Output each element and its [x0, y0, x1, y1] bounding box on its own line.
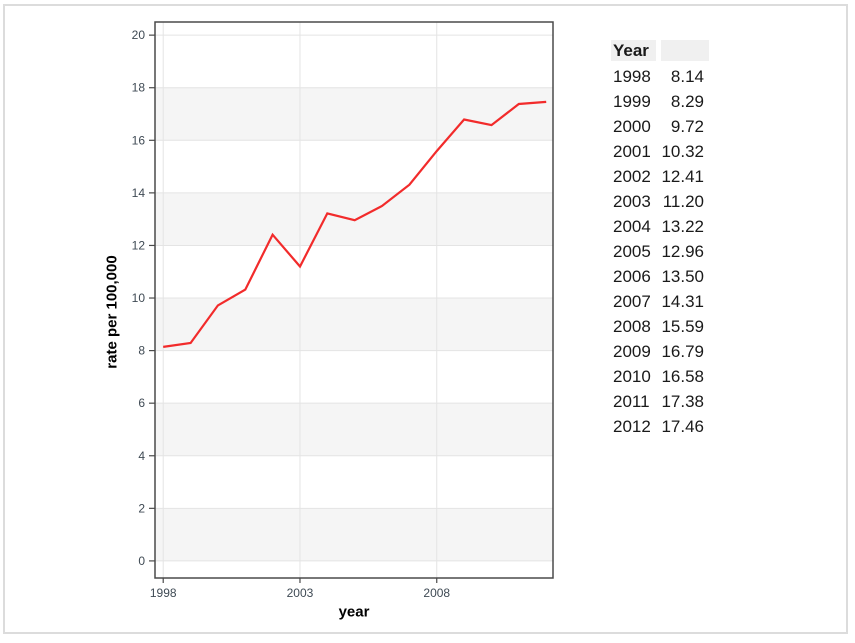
value-cell: 13.22	[661, 217, 704, 236]
table-header-value	[661, 40, 709, 61]
year-cell: 1999	[613, 92, 651, 111]
x-tick-label: 2003	[287, 586, 314, 600]
value-cell: 15.59	[661, 317, 704, 336]
year-cell: 2001	[613, 142, 651, 161]
year-cell: 2011	[613, 392, 650, 411]
y-tick-label: 0	[138, 554, 145, 568]
year-cell: 2008	[613, 317, 651, 336]
year-cell: 2010	[613, 367, 651, 386]
year-cell: 2003	[613, 192, 651, 211]
value-cell: 16.79	[661, 342, 704, 361]
table-row: 2012 17.46	[611, 414, 709, 439]
y-tick-label: 6	[138, 396, 145, 410]
y-tick-label: 10	[132, 291, 146, 305]
shaded-band	[155, 508, 553, 561]
year-cell: 2007	[613, 292, 651, 311]
table-row: 2005 12.96	[611, 239, 709, 264]
year-cell: 2005	[613, 242, 651, 261]
year-cell: 2006	[613, 267, 651, 286]
value-cell: 9.72	[670, 117, 704, 136]
x-tick-label: 2008	[423, 586, 450, 600]
table-row: 2003 11.20	[611, 189, 709, 214]
table-row: 1999 8.29	[611, 89, 709, 114]
table-row: 2007 14.31	[611, 289, 709, 314]
year-cell: 2004	[613, 217, 651, 236]
table-row: 2000 9.72	[611, 114, 709, 139]
page-border-frame	[3, 4, 848, 634]
y-tick-label: 16	[132, 133, 146, 147]
year-cell: 2012	[613, 417, 651, 436]
shaded-band	[155, 298, 553, 351]
y-tick-label: 20	[132, 28, 146, 42]
value-cell: 14.31	[661, 292, 704, 311]
value-cell: 16.58	[661, 367, 704, 386]
value-cell: 17.46	[661, 417, 704, 436]
series-line	[163, 100, 547, 348]
year-cell: 1998	[613, 67, 651, 86]
table-row: 1998 8.14	[611, 64, 709, 89]
table-row: 2004 13.22	[611, 214, 709, 239]
value-cell: 13.50	[661, 267, 704, 286]
year-cell: 2009	[613, 342, 651, 361]
table-header-year: Year	[611, 40, 656, 61]
y-tick-label: 2	[138, 501, 145, 515]
shaded-band	[155, 87, 553, 141]
table-row: 2002 12.41	[611, 164, 709, 189]
value-cell: 8.29	[670, 92, 704, 111]
table-row: 2011 17.38	[611, 389, 709, 414]
value-cell: 8.14	[670, 67, 704, 86]
value-cell: 11.20	[662, 192, 704, 211]
x-tick-label: 1998	[150, 586, 177, 600]
year-cell: 2002	[613, 167, 651, 186]
plot-border	[154, 21, 554, 579]
value-cell: 12.96	[661, 242, 704, 261]
y-tick-label: 8	[138, 344, 145, 358]
y-tick-label: 18	[132, 81, 146, 95]
table-header-row: Year	[611, 40, 709, 61]
y-tick-label: 14	[132, 186, 146, 200]
value-cell: 17.38	[661, 392, 704, 411]
table-row: 2001 10.32	[611, 139, 709, 164]
table-row: 2009 16.79	[611, 339, 709, 364]
year-cell: 2000	[613, 117, 651, 136]
data-table: Year 1998 8.14 1999 8.29 2000 9.72 2001 10.32 20…	[611, 40, 709, 439]
table-body: 1998 8.14 1999 8.29 2000 9.72 2001 10.32 2002 12.…	[611, 64, 709, 439]
value-cell: 10.32	[661, 142, 704, 161]
table-row: 2010 16.58	[611, 364, 709, 389]
table-row: 2006 13.50	[611, 264, 709, 289]
shaded-band	[155, 403, 553, 456]
value-cell: 12.41	[661, 167, 704, 186]
x-axis-title: year	[338, 603, 370, 621]
y-axis-title: rate per 100,000	[103, 255, 121, 369]
table-row: 2008 15.59	[611, 314, 709, 339]
y-tick-label: 4	[138, 449, 145, 463]
y-tick-label: 12	[132, 238, 146, 252]
